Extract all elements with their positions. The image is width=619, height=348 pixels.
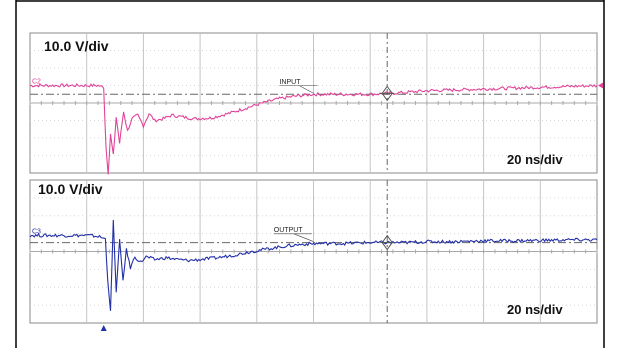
bottom-timebase: 20 ns/div <box>507 302 563 317</box>
top-vertical-scale: 10.0 V/div <box>44 38 109 54</box>
level-marker <box>598 82 603 89</box>
scope-panel-c2: C2 INPUT <box>29 32 603 175</box>
trigger-marker <box>100 325 107 331</box>
channel-label: C2 <box>32 79 41 86</box>
cursor-marker <box>381 234 393 251</box>
scope-panel-c3: C3 OUTPUT <box>29 179 598 324</box>
waveform-output <box>29 219 598 311</box>
trace-label: INPUT <box>279 79 301 86</box>
waveform-input <box>29 83 598 175</box>
cursor-marker <box>381 85 393 102</box>
channel-label: C3 <box>32 228 41 235</box>
bottom-vertical-scale: 10.0 V/div <box>38 181 103 197</box>
trace-label-leader <box>299 85 314 94</box>
trace-label: OUTPUT <box>274 227 304 234</box>
trace-label-leader <box>293 233 314 242</box>
top-timebase: 20 ns/div <box>507 152 563 167</box>
